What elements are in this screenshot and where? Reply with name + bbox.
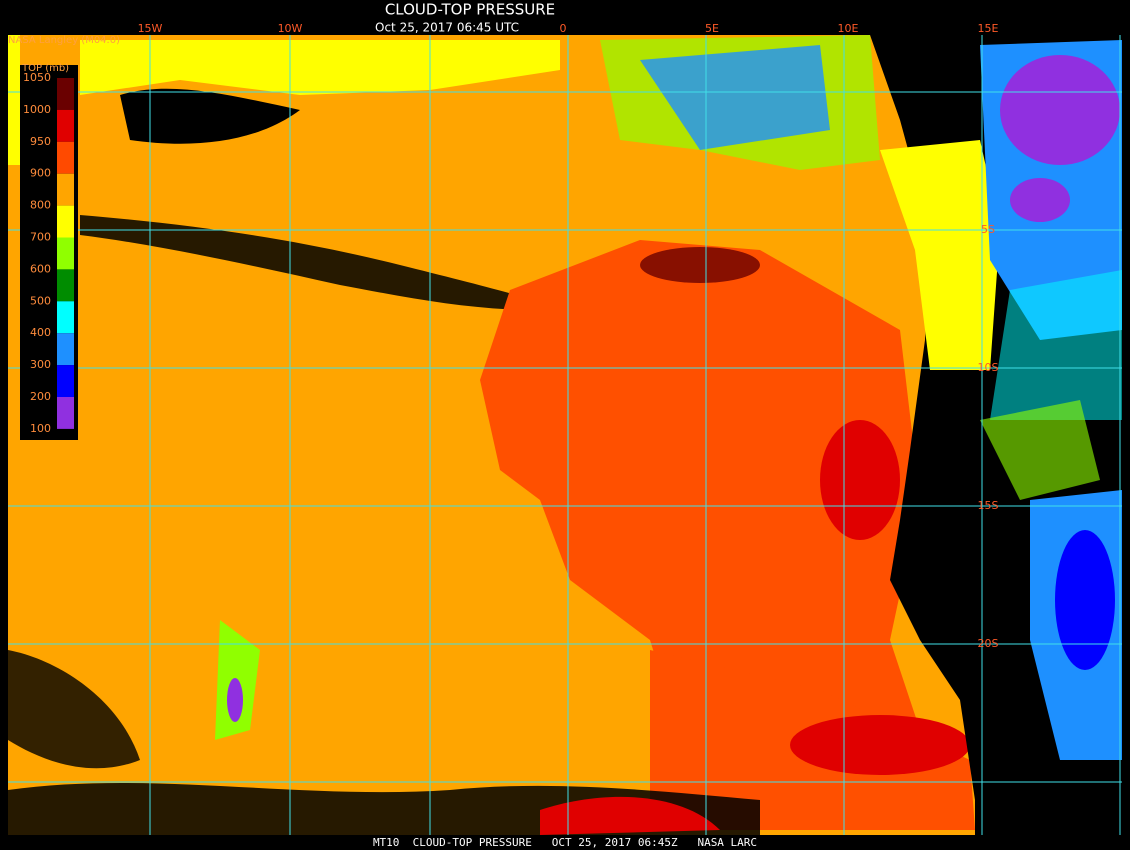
- cloud-patch: [790, 715, 970, 775]
- legend-label: 200: [30, 390, 51, 403]
- cloud-patch: [990, 270, 1122, 420]
- legend-swatch: [57, 78, 74, 110]
- graticule: 15W 10W 0 5E 10E 15E 5S 10S 15S 20S: [8, 22, 1122, 835]
- legend-swatch: [57, 109, 74, 142]
- legend-label: 300: [30, 358, 51, 371]
- cloud-patch: [80, 40, 560, 95]
- footer-bar: [0, 835, 1130, 850]
- latitude-label: 15S: [978, 499, 999, 512]
- cloud-patch: [820, 420, 900, 540]
- latitude-label: 5S: [981, 223, 995, 236]
- cloud-patch: [540, 796, 720, 835]
- legend: 1050 1000 950 900 800 700 600 500 400 300 200 100: [23, 71, 74, 435]
- footer: MT10 CLOUD-TOP PRESSURE OCT 25, 2017 06:…: [373, 836, 757, 849]
- high-cloud: [227, 678, 243, 722]
- legend-swatch: [57, 237, 74, 270]
- legend-label: 1000: [23, 103, 51, 116]
- cloud-patch: [640, 247, 760, 283]
- longitude-label: 15W: [138, 22, 163, 35]
- legend-swatch: [57, 141, 74, 174]
- legend-label: 1050: [23, 71, 51, 84]
- imagery: [0, 35, 1130, 850]
- high-cloud: [1055, 530, 1115, 670]
- latitude-label: 10S: [978, 361, 999, 374]
- cloud-patch: [640, 45, 830, 150]
- legend-label: 950: [30, 135, 51, 148]
- mid-cloud: [480, 240, 940, 800]
- legend-swatch: [57, 333, 74, 366]
- legend-swatch: [57, 173, 74, 206]
- high-cloud: [1000, 55, 1120, 165]
- legend-swatch: [57, 365, 74, 397]
- legend-swatch: [57, 269, 74, 302]
- cloud-patch: [980, 400, 1100, 500]
- longitude-label: 0: [560, 22, 567, 35]
- legend-label: 700: [30, 231, 51, 244]
- subtitle: Oct 25, 2017 06:45 UTC: [375, 21, 519, 35]
- legend-label: 500: [30, 294, 51, 307]
- longitude-label: 10W: [278, 22, 303, 35]
- legend-label: 900: [30, 167, 51, 180]
- clear-sky: [120, 88, 300, 144]
- legend-swatch: [57, 301, 74, 334]
- legend-label: 100: [30, 422, 51, 435]
- legend-swatch: [57, 397, 74, 429]
- clear-sky: [80, 215, 560, 311]
- title: CLOUD-TOP PRESSURE: [385, 1, 555, 19]
- high-cloud: [1010, 178, 1070, 222]
- latitude-label: 20S: [978, 637, 999, 650]
- longitude-label: 5E: [705, 22, 719, 35]
- cloud-patch: [8, 35, 20, 165]
- longitude-label: 10E: [838, 22, 859, 35]
- clear-sky: [8, 650, 140, 769]
- legend-label: 400: [30, 326, 51, 339]
- legend-title: TOP (mb): [21, 63, 69, 74]
- cloud-patch: [880, 140, 1000, 370]
- legend-label: 800: [30, 199, 51, 212]
- source: NASA Langley (M04.0): [8, 35, 120, 46]
- legend-swatch: [57, 205, 74, 238]
- legend-label: 600: [30, 262, 51, 275]
- longitude-label: 15E: [978, 22, 999, 35]
